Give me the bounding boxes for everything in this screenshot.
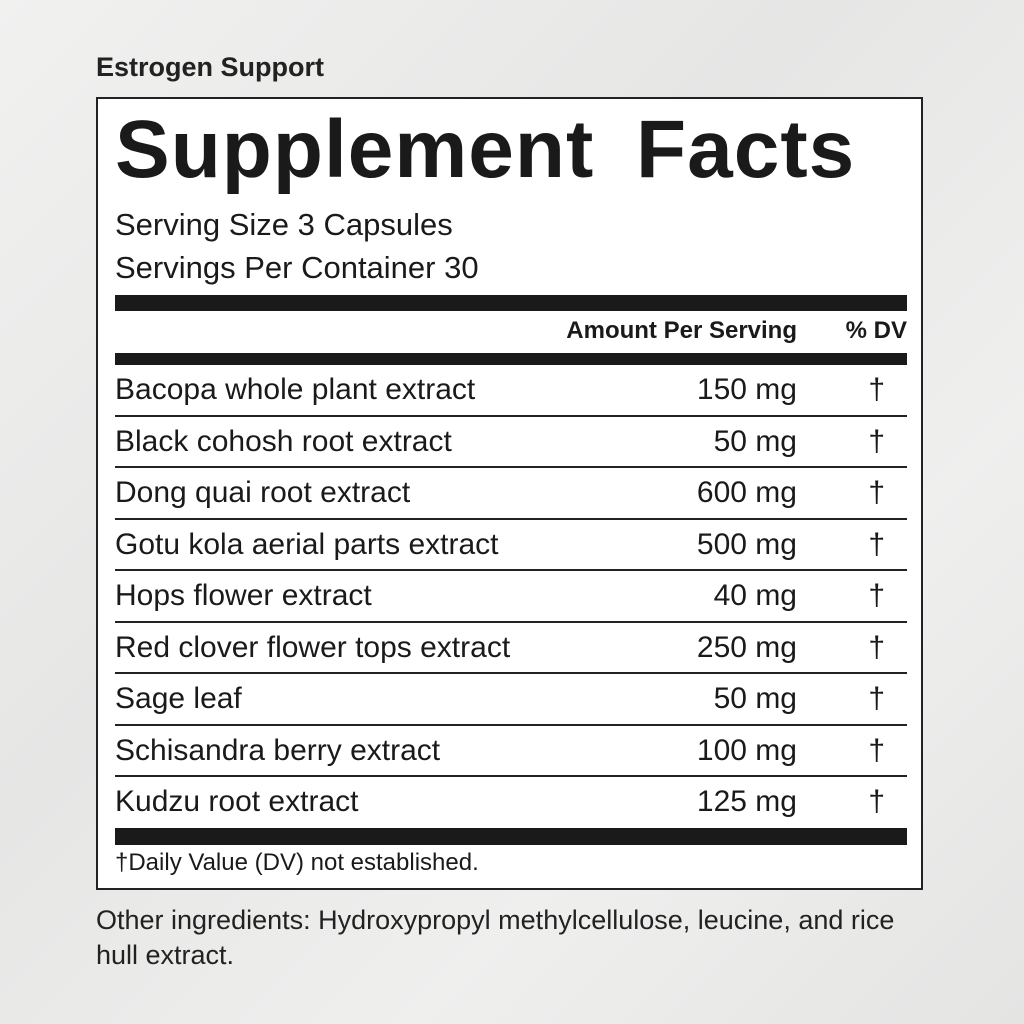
ingredient-name: Red clover flower tops extract <box>115 630 511 664</box>
ingredient-row: Sage leaf 50 mg † <box>115 674 907 726</box>
header-dv: % DV <box>845 317 907 344</box>
ingredient-name: Sage leaf <box>115 682 242 715</box>
ingredient-dv: † <box>868 630 885 664</box>
ingredient-row: Kudzu root extract 125 mg † <box>115 777 907 829</box>
ingredient-dv: † <box>868 579 885 612</box>
ingredient-name: Dong quai root extract <box>115 476 411 509</box>
other-ingredients: Other ingredients: Hydroxypropyl methylc… <box>96 905 895 970</box>
header-amount: Amount Per Serving <box>566 317 797 344</box>
ingredient-amount: 500 mg <box>696 527 797 561</box>
panel-title: Supplement Facts <box>115 104 856 195</box>
ingredient-dv: † <box>868 373 885 406</box>
ingredient-amount: 50 mg <box>713 424 797 458</box>
ingredient-dv: † <box>868 682 885 715</box>
ingredient-name: Gotu kola aerial parts extract <box>115 527 499 561</box>
servings-per-container: Servings Per Container 30 <box>115 250 479 285</box>
ingredient-amount: 40 mg <box>713 579 797 612</box>
ingredient-dv: † <box>868 476 885 509</box>
footnote: †Daily Value (DV) not established. <box>115 849 479 876</box>
thick-divider <box>115 353 907 365</box>
ingredient-name: Bacopa whole plant extract <box>115 373 476 406</box>
ingredient-dv: † <box>868 733 885 767</box>
ingredient-dv: † <box>868 424 885 458</box>
thick-divider <box>115 828 907 845</box>
product-subtitle: Estrogen Support <box>96 52 324 82</box>
thick-divider <box>115 295 907 311</box>
supplement-facts-panel: Supplement Facts Serving Size 3 Capsules… <box>96 97 923 890</box>
ingredient-amount: 125 mg <box>696 785 797 818</box>
ingredient-amount: 250 mg <box>696 630 797 664</box>
ingredient-row: Bacopa whole plant extract 150 mg † <box>115 365 907 417</box>
ingredient-name: Black cohosh root extract <box>115 424 452 458</box>
ingredient-name: Kudzu root extract <box>115 785 359 818</box>
ingredient-amount: 100 mg <box>696 733 797 767</box>
ingredient-name: Schisandra berry extract <box>115 733 441 767</box>
serving-size: Serving Size 3 Capsules <box>115 207 453 242</box>
ingredient-dv: † <box>868 527 885 561</box>
ingredient-row: Gotu kola aerial parts extract 500 mg † <box>115 520 907 571</box>
ingredient-row: Hops flower extract 40 mg † <box>115 571 907 623</box>
ingredient-dv: † <box>868 785 885 818</box>
ingredient-row: Dong quai root extract 600 mg † <box>115 468 907 520</box>
ingredient-row: Red clover flower tops extract 250 mg † <box>115 623 907 674</box>
ingredient-amount: 50 mg <box>713 682 797 715</box>
ingredient-row: Schisandra berry extract 100 mg † <box>115 726 907 777</box>
ingredient-name: Hops flower extract <box>115 579 372 612</box>
ingredient-amount: 600 mg <box>696 476 797 509</box>
ingredient-amount: 150 mg <box>696 373 797 406</box>
ingredient-row: Black cohosh root extract 50 mg † <box>115 417 907 468</box>
